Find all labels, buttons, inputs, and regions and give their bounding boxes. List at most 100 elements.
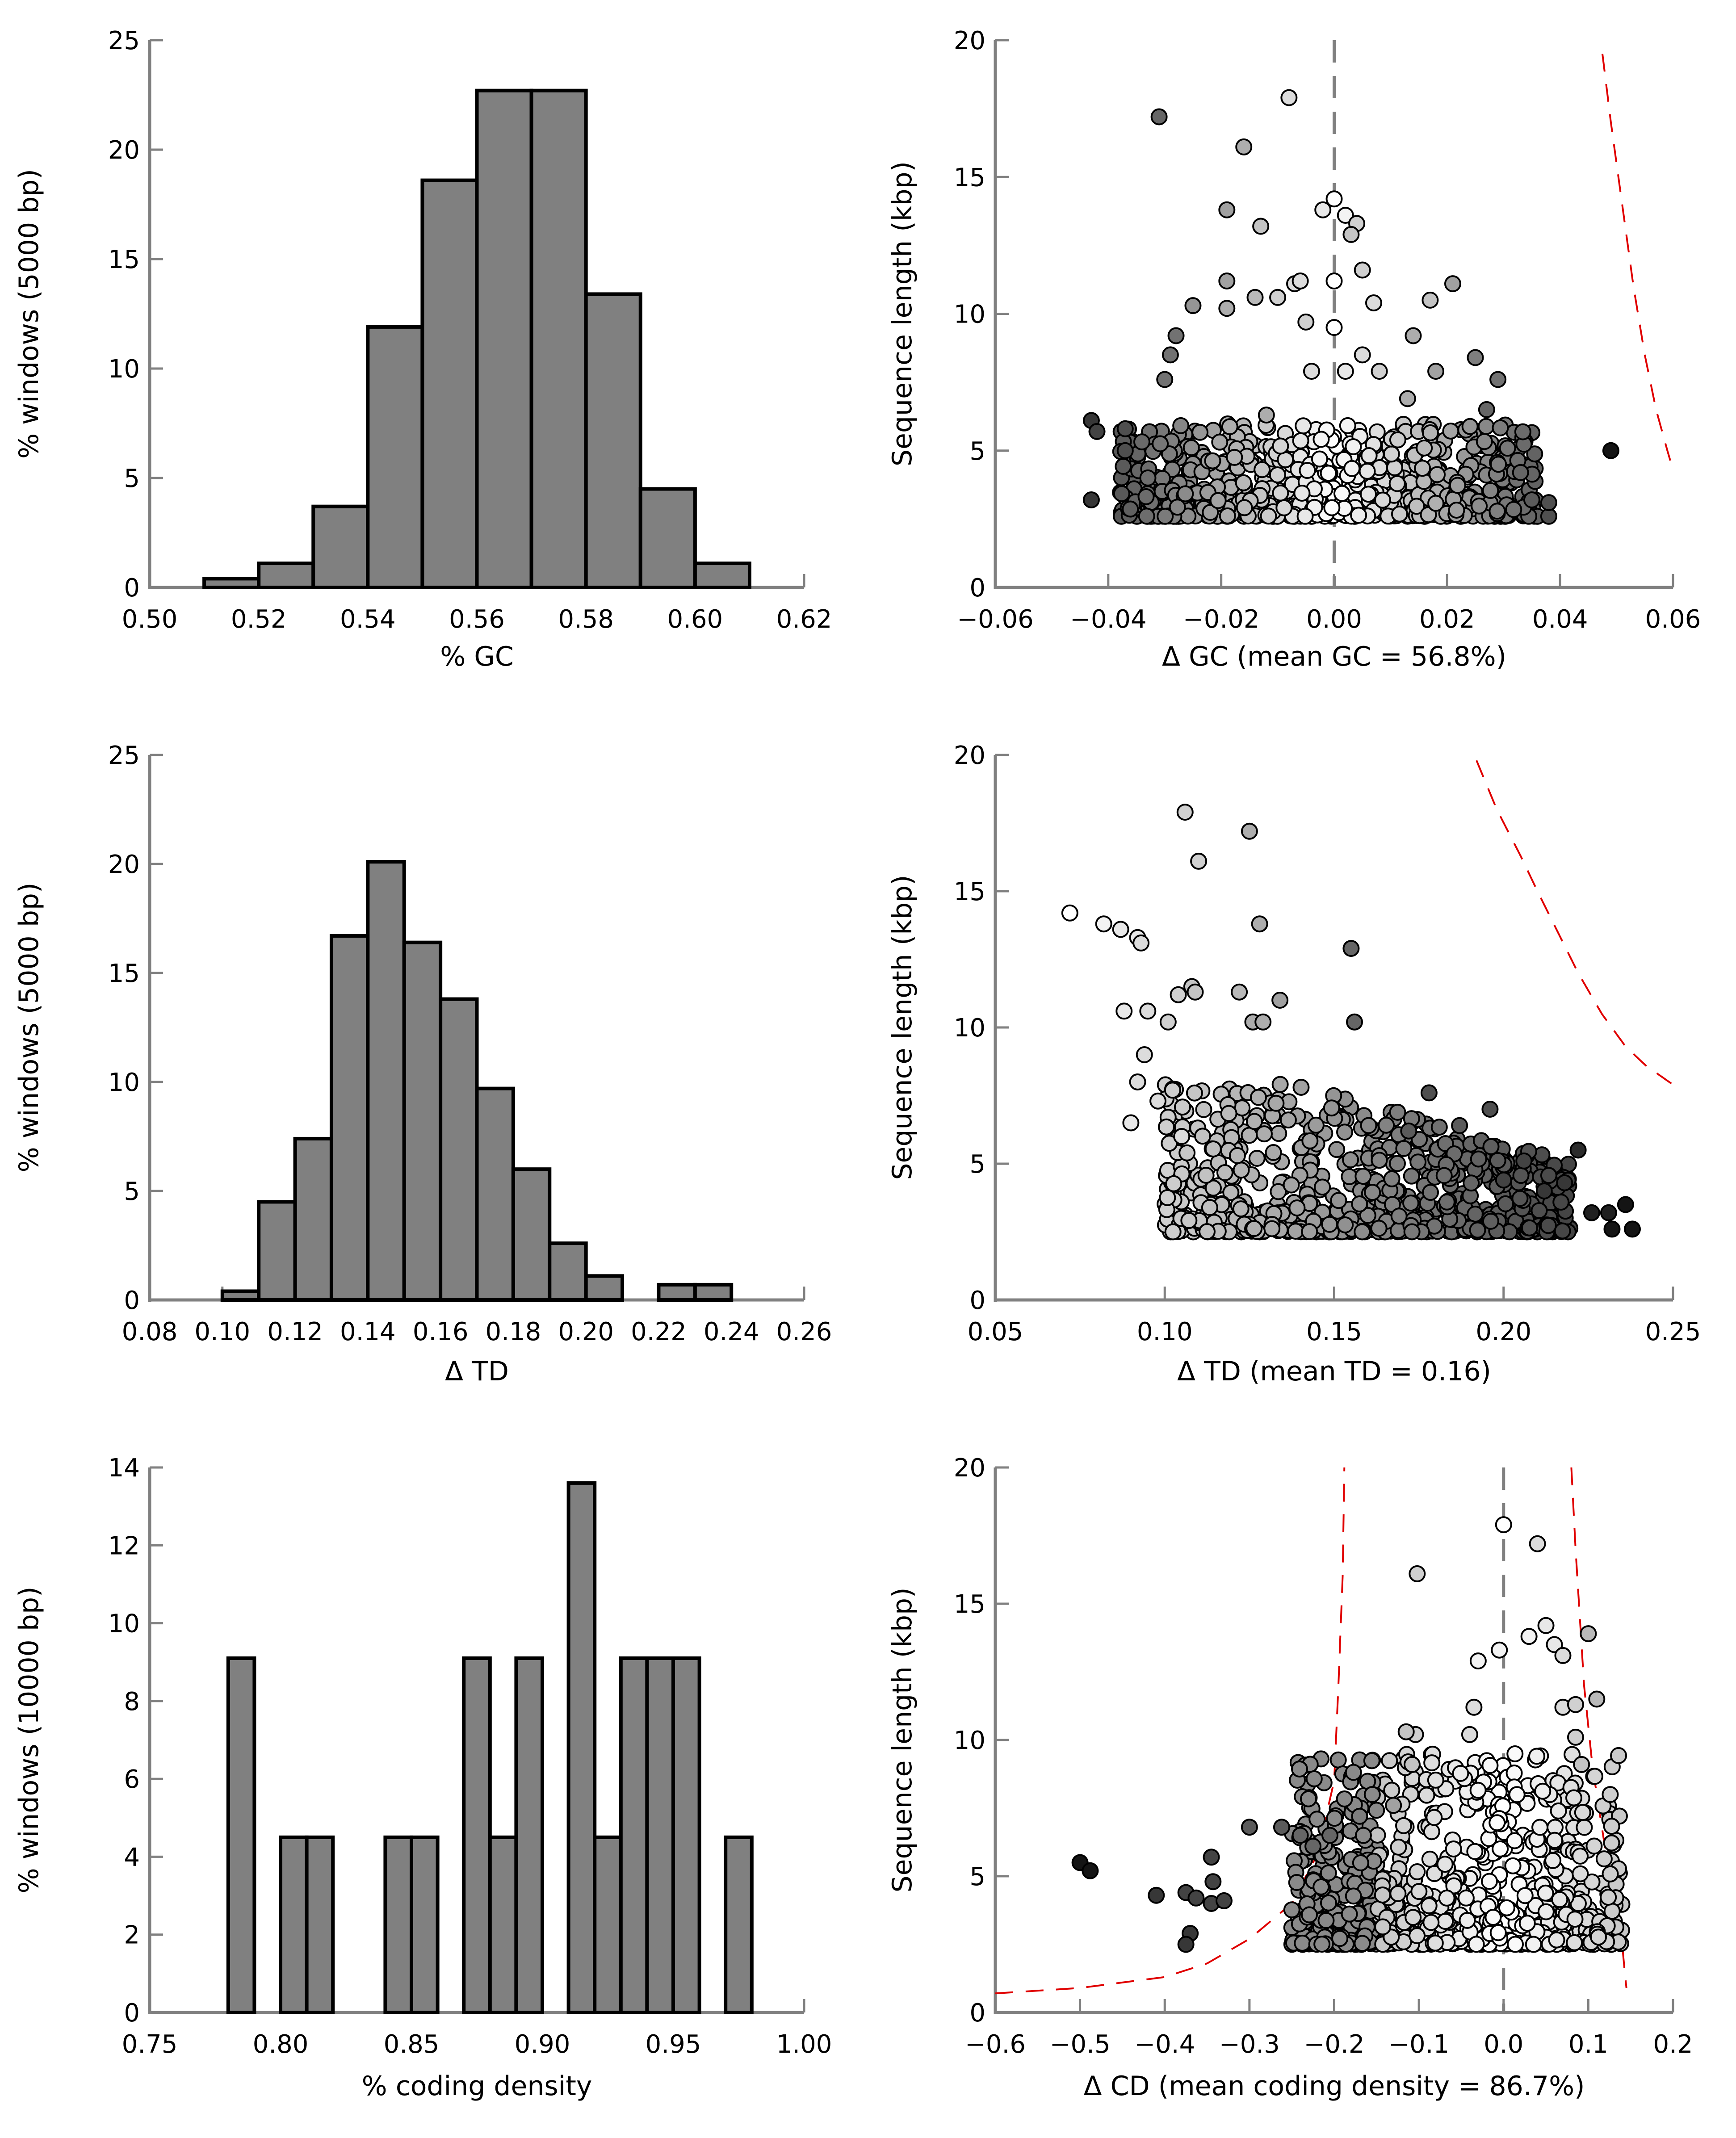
scatter-point bbox=[1122, 500, 1139, 518]
scatter-point bbox=[1484, 1909, 1502, 1926]
scatter-point bbox=[1400, 1122, 1417, 1140]
scatter-point bbox=[1492, 419, 1509, 436]
scatter-point bbox=[1314, 201, 1332, 218]
scatter-point bbox=[1292, 272, 1309, 289]
scatter-point bbox=[1346, 1013, 1363, 1031]
scatter-point bbox=[1113, 485, 1130, 503]
scatter-point bbox=[1265, 1144, 1282, 1161]
y-tick-label: 2 bbox=[124, 1921, 140, 1950]
scatter-point bbox=[1395, 1817, 1412, 1834]
x-tick-label: 0.05 bbox=[968, 1317, 1023, 1346]
scatter-point bbox=[1469, 1782, 1487, 1799]
x-tick-label: −0.3 bbox=[1219, 2030, 1280, 2059]
scatter-point bbox=[1283, 1176, 1300, 1194]
scatter-point bbox=[1173, 1128, 1191, 1145]
scatter-point bbox=[1403, 1223, 1421, 1241]
scatter-point bbox=[1359, 1207, 1376, 1224]
scatter-point bbox=[1303, 363, 1320, 380]
scatter-point bbox=[1177, 485, 1194, 503]
x-tick-label: 0.02 bbox=[1419, 605, 1475, 634]
y-tick-label: 0 bbox=[124, 1286, 140, 1315]
scatter-point bbox=[1497, 1195, 1514, 1212]
scatter-point bbox=[1202, 503, 1219, 521]
x-tick-label: 0.26 bbox=[776, 1317, 832, 1346]
scatter-point bbox=[1187, 983, 1204, 1001]
scatter-point bbox=[1422, 291, 1439, 309]
scatter-point bbox=[1397, 1723, 1415, 1740]
scatter-point bbox=[1304, 1837, 1322, 1855]
scatter-point bbox=[1418, 1786, 1435, 1804]
scatter-point bbox=[1292, 1078, 1310, 1096]
scatter-point bbox=[1550, 1802, 1567, 1819]
scatter-point bbox=[1566, 1934, 1583, 1951]
scatter-point bbox=[1580, 1625, 1597, 1643]
y-tick-label: 20 bbox=[108, 850, 140, 879]
threshold-curve bbox=[1602, 54, 1674, 470]
x-tick-label: 0.04 bbox=[1532, 605, 1588, 634]
scatter-point bbox=[1150, 108, 1168, 126]
scatter-point bbox=[1164, 1223, 1182, 1241]
scatter-point bbox=[1451, 1117, 1468, 1134]
scatter-point bbox=[1422, 424, 1439, 441]
scatter-point bbox=[1307, 1116, 1325, 1134]
y-axis-label: Sequence length (kbp) bbox=[887, 161, 918, 466]
x-tick-label: −0.4 bbox=[1134, 2030, 1195, 2059]
scatter-point bbox=[1515, 1152, 1533, 1170]
scatter-point bbox=[1422, 1914, 1440, 1931]
scatter-point bbox=[1430, 1119, 1448, 1136]
scatter-point bbox=[1359, 462, 1376, 480]
scatter-point bbox=[1226, 449, 1243, 466]
hist-td-panel: 0 5 10 15 20 25 0.08 0.10 0.12 0.14 0.16 0.18 0.20 0.… bbox=[13, 741, 832, 1387]
scatter-point bbox=[1505, 501, 1522, 518]
histogram-bar bbox=[548, 1241, 588, 1302]
scatter-point bbox=[1449, 477, 1466, 494]
histogram-bar bbox=[511, 1167, 552, 1302]
scatter-point bbox=[1354, 1827, 1372, 1844]
scatter-point bbox=[1389, 1155, 1406, 1172]
scatter-point bbox=[1573, 1756, 1590, 1773]
scatter-point bbox=[1194, 1128, 1212, 1145]
scatter-point bbox=[1469, 1652, 1487, 1670]
x-tick-label: −0.2 bbox=[1304, 2030, 1365, 2059]
scatter-point bbox=[1467, 1205, 1484, 1223]
scatter-point bbox=[1435, 1167, 1453, 1184]
scatter-point bbox=[1422, 1184, 1439, 1201]
scatter-point bbox=[1567, 1728, 1584, 1746]
scatter-point bbox=[1378, 1116, 1395, 1134]
scatter-point bbox=[1177, 1936, 1195, 1953]
x-tick-label: 0.20 bbox=[1476, 1317, 1531, 1346]
scatter-point bbox=[1537, 1884, 1554, 1902]
scatter-point bbox=[1427, 363, 1445, 380]
y-axis-label: % windows (5000 bp) bbox=[13, 883, 45, 1173]
scatter-point bbox=[1323, 499, 1341, 516]
scatter-point bbox=[1159, 1189, 1176, 1206]
scatter-point bbox=[1544, 1852, 1562, 1869]
x-tick-label: 0.54 bbox=[340, 605, 396, 634]
scatter-point bbox=[1546, 1832, 1564, 1849]
scatter-point bbox=[1293, 485, 1311, 502]
scatter-point bbox=[1201, 1199, 1218, 1216]
scatter-point bbox=[1481, 1757, 1499, 1774]
scatter-point bbox=[1409, 1565, 1426, 1582]
scatter-point bbox=[1138, 507, 1155, 525]
histogram-bar bbox=[657, 1283, 697, 1302]
scatter-point bbox=[1233, 1161, 1250, 1179]
x-tick-label: 0.60 bbox=[667, 605, 723, 634]
hist-cd-panel: 0 2 4 6 8 10 12 14 0.75 0.80 0.85 0.90 0.95 1.00 % cod… bbox=[13, 1454, 832, 2102]
scatter-point bbox=[1272, 484, 1289, 502]
histogram-bar bbox=[475, 1086, 515, 1302]
scatter-point bbox=[1567, 1696, 1584, 1713]
scatter-point bbox=[1197, 1166, 1215, 1184]
scatter-point bbox=[1405, 1909, 1422, 1926]
scatter-point bbox=[1337, 207, 1354, 224]
scatter-point bbox=[1572, 1865, 1589, 1882]
scatter-point bbox=[1467, 349, 1484, 366]
scatter-point bbox=[1271, 1076, 1289, 1093]
scatter-point bbox=[1364, 1184, 1381, 1201]
scatter-point bbox=[1512, 1167, 1530, 1184]
x-tick-label: 0.16 bbox=[413, 1317, 469, 1346]
scatter-point bbox=[1191, 423, 1209, 441]
scatter-point bbox=[1363, 1752, 1380, 1769]
scatter-point bbox=[1273, 1819, 1290, 1836]
scatter-point bbox=[1389, 1885, 1407, 1902]
